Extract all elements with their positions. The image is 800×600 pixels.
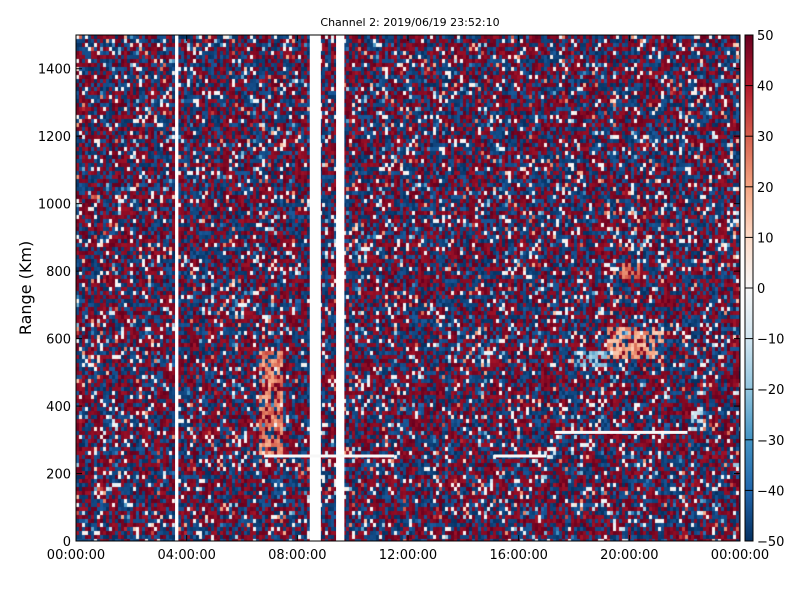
data-gap (175, 35, 179, 541)
y-tick-label: 600 (46, 333, 71, 348)
colorbar-tick-label: 30 (757, 130, 774, 145)
y-tick-label: 800 (46, 265, 71, 280)
colorbar-tick-label: −50 (757, 535, 784, 550)
data-gap (309, 35, 321, 541)
x-tick-label: 20:00:00 (600, 548, 658, 563)
heatmap-image (76, 35, 740, 541)
x-tick-label: 08:00:00 (268, 548, 326, 563)
y-tick-label: 1400 (38, 63, 71, 78)
colorbar-tick-label: −30 (757, 434, 784, 449)
y-tick-label: 200 (46, 468, 71, 483)
y-axis: 0 200 400 600 800 1000 1200 1400 (38, 63, 740, 550)
horizontal-streak (264, 454, 395, 458)
data-gaps (175, 35, 345, 541)
data-gap (336, 35, 345, 541)
colorbar-tick-label: −10 (757, 333, 784, 348)
y-tick-label: 1200 (38, 130, 71, 145)
colorbar-ticks: 50 40 30 20 10 0 −10 −20 −30 −40 −50 (745, 29, 784, 550)
colorbar-tick-label: −40 (757, 484, 784, 499)
colorbar-tick-label: 20 (757, 181, 774, 196)
colorbar-tick-label: −20 (757, 383, 784, 398)
y-tick-label: 400 (46, 400, 71, 415)
colorbar-tick-label: 0 (757, 282, 765, 297)
horizontal-streaks (264, 430, 688, 458)
colorbar-tick-label: 10 (757, 231, 774, 246)
x-tick-label: 04:00:00 (157, 548, 215, 563)
x-tick-label: 16:00:00 (489, 548, 547, 563)
x-tick-label: 00:00:00 (47, 548, 105, 563)
x-tick-label: 00:00:00 (711, 548, 769, 563)
horizontal-streak (554, 430, 688, 434)
colorbar-tick-label: 50 (757, 29, 774, 44)
colorbar-tick-label: 40 (757, 80, 774, 95)
colorbar: 50 40 30 20 10 0 −10 −20 −30 −40 −50 (744, 29, 784, 550)
horizontal-streak (493, 454, 547, 458)
plot-area (75, 34, 741, 542)
y-tick-label: 0 (63, 535, 71, 550)
y-tick-label: 1000 (38, 198, 71, 213)
x-tick-label: 12:00:00 (379, 548, 437, 563)
y-axis-label: Range (Km) (16, 241, 35, 335)
x-axis: 00:00:00 04:00:00 08:00:00 12:00:00 16:00:00… (47, 35, 769, 563)
chart-title: Channel 2: 2019/06/19 23:52:10 (320, 16, 499, 29)
